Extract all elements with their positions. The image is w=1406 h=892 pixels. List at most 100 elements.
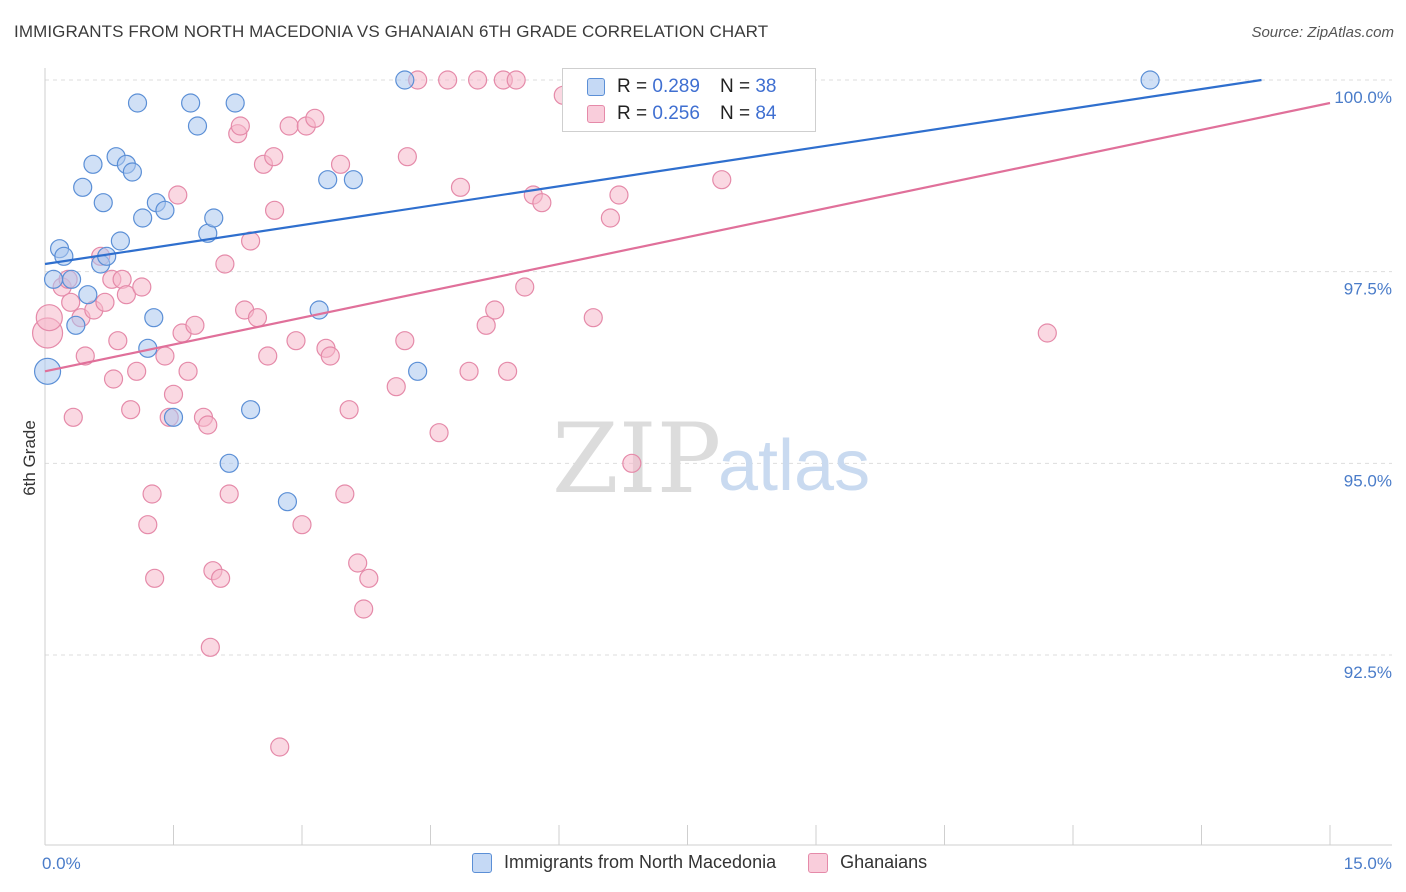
ghanaians-point-10 bbox=[95, 292, 115, 312]
series-legend-blue: Immigrants from North Macedonia bbox=[472, 852, 776, 873]
ghanaians-point-60 bbox=[395, 331, 415, 351]
ghanaians-point-16 bbox=[121, 400, 141, 420]
north-macedonia-point-35 bbox=[408, 361, 428, 381]
ghanaians-point-42 bbox=[258, 346, 278, 366]
ghanaians-point-77 bbox=[583, 308, 603, 328]
ghanaians-point-61 bbox=[397, 147, 417, 167]
ghanaians-point-31 bbox=[200, 637, 220, 657]
north-macedonia-point-8 bbox=[83, 154, 103, 174]
ghanaians-point-83 bbox=[1037, 323, 1057, 343]
ghanaians-point-72 bbox=[506, 70, 526, 90]
ghanaians-point-22 bbox=[155, 346, 175, 366]
ghanaians-point-4 bbox=[61, 292, 81, 312]
ghanaians-point-40 bbox=[247, 308, 268, 328]
north-macedonia-point-7 bbox=[78, 285, 98, 305]
ghanaians-point-65 bbox=[450, 177, 471, 197]
legend-swatch-pink bbox=[587, 105, 605, 123]
ghanaians-point-63 bbox=[429, 423, 449, 443]
y-tick-label-3: 100.0% bbox=[1334, 88, 1392, 107]
north-macedonia-point-31 bbox=[318, 170, 338, 190]
north-macedonia-point-30 bbox=[277, 492, 298, 512]
axes bbox=[44, 68, 1392, 846]
ghanaians-points bbox=[31, 70, 1057, 757]
ghanaians-point-64 bbox=[438, 70, 458, 90]
north-macedonia-point-16 bbox=[127, 93, 148, 113]
ghanaians-point-17 bbox=[127, 361, 147, 381]
north-macedonia-trendline bbox=[44, 78, 1262, 266]
ghanaians-point-33 bbox=[211, 568, 231, 588]
ghanaians-point-69 bbox=[485, 300, 505, 320]
y-tick-label-0: 92.5% bbox=[1344, 663, 1392, 682]
ghanaians-point-44 bbox=[264, 200, 285, 220]
ghanaians-point-7 bbox=[75, 346, 95, 366]
source-credit: Source: ZipAtlas.com bbox=[1251, 24, 1394, 41]
ghanaians-point-18 bbox=[132, 277, 152, 297]
north-macedonia-point-1 bbox=[43, 269, 64, 289]
legend-r-label: R = bbox=[617, 76, 648, 97]
ghanaians-point-71 bbox=[498, 361, 518, 381]
ghanaians-point-66 bbox=[459, 361, 479, 381]
ghanaians-point-57 bbox=[354, 599, 374, 619]
north-macedonia-point-4 bbox=[61, 269, 82, 289]
north-macedonia-point-32 bbox=[343, 170, 363, 190]
legend-r-label: R = bbox=[617, 103, 648, 124]
y-axis-title: 6th Grade bbox=[20, 420, 39, 496]
ghanaians-point-79 bbox=[609, 185, 629, 205]
ghanaians-point-68 bbox=[476, 315, 496, 335]
ghanaians-point-45 bbox=[270, 737, 290, 757]
north-macedonia-point-17 bbox=[133, 208, 153, 228]
north-macedonia-point-28 bbox=[225, 93, 245, 113]
grid-lines bbox=[45, 79, 1392, 656]
ghanaians-point-21 bbox=[145, 568, 165, 588]
series-name-blue: Immigrants from North Macedonia bbox=[504, 852, 777, 872]
north-macedonia-point-6 bbox=[73, 177, 93, 197]
watermark: ZIP atlas bbox=[552, 403, 870, 515]
ghanaians-point-24 bbox=[163, 384, 184, 404]
ghanaians-point-53 bbox=[330, 154, 351, 174]
ghanaians-point-27 bbox=[178, 361, 198, 381]
ghanaians-point-12 bbox=[103, 369, 124, 389]
x-tick-label-0: 0.0% bbox=[42, 854, 81, 873]
north-macedonia-point-19 bbox=[144, 308, 164, 328]
north-macedonia-point-22 bbox=[163, 407, 184, 427]
north-macedonia-point-37 bbox=[1140, 70, 1160, 90]
legend-swatch-blue bbox=[587, 78, 605, 96]
ghanaians-point-82 bbox=[712, 170, 732, 190]
north-macedonia-point-29 bbox=[241, 400, 261, 420]
ghanaians-point-55 bbox=[339, 400, 359, 420]
legend-r-value: 0.256 bbox=[652, 103, 700, 124]
ghanaians-point-50 bbox=[305, 108, 325, 128]
series-swatch-blue bbox=[472, 852, 492, 873]
series-swatch-pink bbox=[808, 852, 829, 873]
ghanaians-point-73 bbox=[515, 277, 535, 297]
ghanaians-point-59 bbox=[386, 377, 406, 397]
north-macedonia-point-27 bbox=[219, 453, 239, 473]
north-macedonia-point-5 bbox=[66, 315, 86, 335]
ghanaians-point-54 bbox=[335, 484, 355, 504]
ghanaians-point-46 bbox=[279, 116, 299, 136]
y-tick-label-2: 97.5% bbox=[1344, 280, 1392, 299]
ghanaians-point-34 bbox=[215, 254, 235, 274]
ghanaians-point-47 bbox=[286, 331, 306, 351]
ghanaians-point-52 bbox=[320, 346, 340, 366]
ghanaians-point-80 bbox=[622, 453, 642, 473]
ghanaians-point-75 bbox=[532, 193, 552, 213]
ghanaians-point-28 bbox=[185, 315, 205, 335]
legend-n-label: N = bbox=[719, 103, 751, 124]
ghanaians-point-58 bbox=[359, 568, 379, 588]
legend-n-label: N = bbox=[719, 76, 751, 97]
ghanaians-point-56 bbox=[348, 553, 368, 573]
north-macedonia-point-21 bbox=[155, 200, 175, 220]
legend-n-value: 84 bbox=[755, 103, 777, 124]
ghanaians-point-20 bbox=[142, 484, 162, 504]
ghanaians-point-19 bbox=[138, 515, 158, 535]
north-macedonia-point-13 bbox=[110, 231, 130, 251]
ghanaians-point-30 bbox=[198, 415, 218, 435]
ghanaians-point-35 bbox=[219, 484, 239, 504]
north-macedonia-point-23 bbox=[181, 93, 201, 113]
ghanaians-trendline bbox=[44, 101, 1331, 373]
correlation-legend: R = 0.289 N = 38 R = 0.256 N = 84 bbox=[562, 68, 816, 132]
legend-r-value: 0.289 bbox=[652, 76, 700, 97]
north-macedonia-point-15 bbox=[122, 162, 142, 182]
